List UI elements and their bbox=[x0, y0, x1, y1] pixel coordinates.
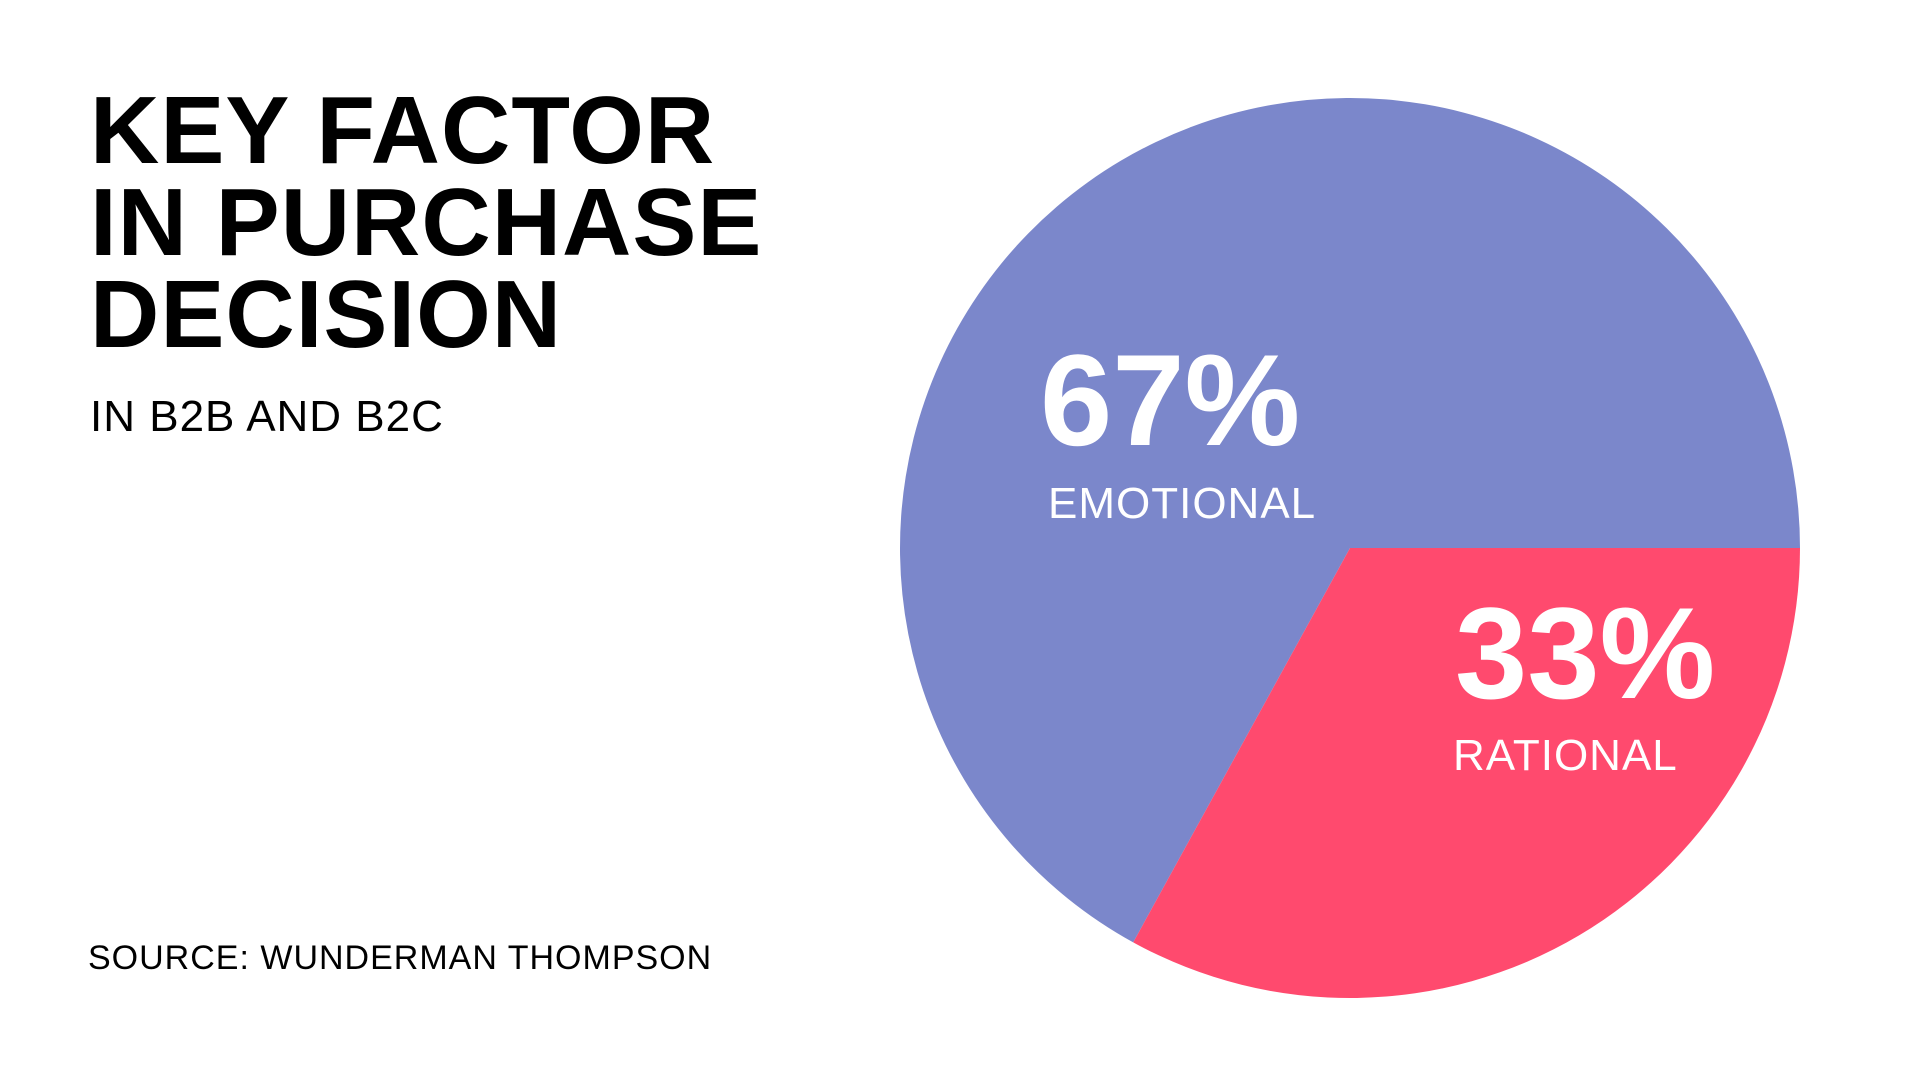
chart-subtitle: IN B2B AND B2C bbox=[90, 392, 444, 441]
slice-value-emotional: 67% bbox=[1040, 327, 1300, 473]
pie-slice-emotional bbox=[900, 98, 1800, 943]
chart-title-line-3: DECISION bbox=[90, 261, 563, 368]
source-note: SOURCE: WUNDERMAN THOMPSON bbox=[88, 939, 713, 977]
slice-label-rational: RATIONAL bbox=[1453, 731, 1678, 780]
chart-title-line-1: KEY FACTOR bbox=[90, 77, 716, 184]
chart-title-line-2: IN PURCHASE bbox=[90, 169, 763, 276]
pie-slice-rational bbox=[1133, 548, 1800, 999]
slice-value-rational: 33% bbox=[1455, 580, 1715, 726]
slice-label-emotional: EMOTIONAL bbox=[1048, 479, 1316, 528]
chart-title: KEY FACTOR IN PURCHASE DECISION bbox=[90, 77, 870, 368]
